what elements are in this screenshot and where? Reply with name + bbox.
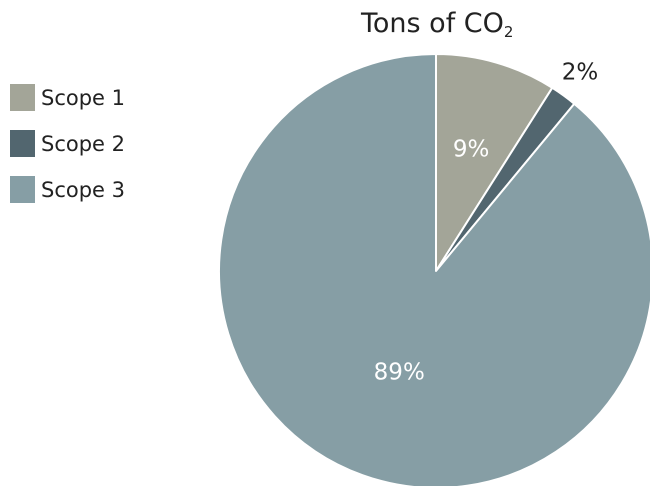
legend-item-scope-1: Scope 1 bbox=[10, 84, 125, 111]
legend: Scope 1 Scope 2 Scope 3 bbox=[10, 84, 125, 222]
data-label-scope-3: 89% bbox=[374, 360, 425, 386]
legend-item-scope-2: Scope 2 bbox=[10, 130, 125, 157]
legend-label-scope-3: Scope 3 bbox=[41, 177, 126, 202]
chart-title: Tons of CO2 bbox=[361, 8, 513, 41]
chart-title-subscript: 2 bbox=[503, 23, 514, 41]
legend-item-scope-3: Scope 3 bbox=[10, 176, 125, 203]
pie-slice-scope-3 bbox=[218, 53, 650, 486]
legend-swatch-scope-2 bbox=[10, 130, 35, 157]
legend-swatch-scope-3 bbox=[10, 176, 35, 203]
data-label-scope-2: 2% bbox=[562, 59, 599, 85]
legend-label-scope-1: Scope 1 bbox=[41, 85, 126, 110]
pie-slice-scope-1 bbox=[435, 53, 554, 272]
legend-label-scope-2: Scope 2 bbox=[41, 131, 126, 156]
data-label-scope-1: 9% bbox=[453, 137, 490, 163]
legend-swatch-scope-1 bbox=[10, 84, 35, 111]
chart-title-text: Tons of CO bbox=[361, 8, 504, 39]
